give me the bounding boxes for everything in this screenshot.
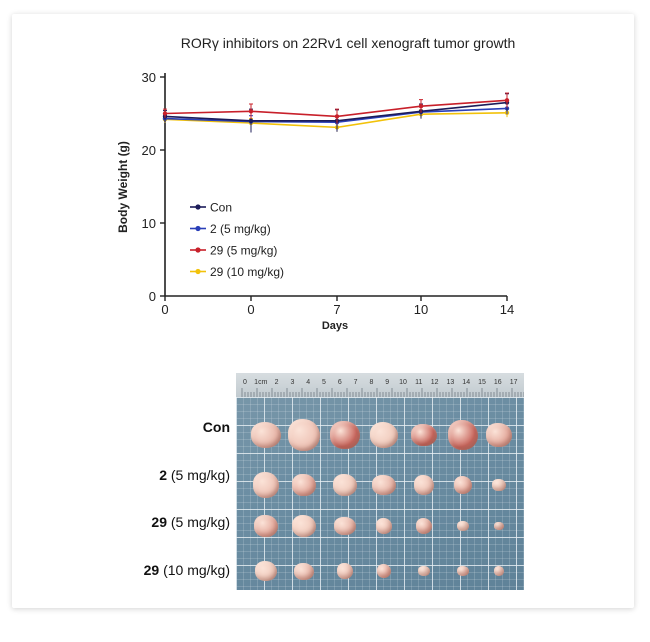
tumor-sample	[334, 516, 356, 536]
data-point	[418, 104, 424, 109]
row-label-29-5mg: 29 (5 mg/kg)	[151, 514, 230, 530]
row-label-con: Con	[202, 419, 230, 435]
data-point	[248, 118, 254, 124]
ruler-number: 4	[306, 379, 310, 386]
row-label-2-5mg: 2 (5 mg/kg)	[159, 467, 230, 483]
chart-marks	[162, 92, 510, 133]
legend-label: 29 (5 mg/kg)	[210, 244, 277, 258]
tumor-sample	[448, 420, 478, 450]
ruler-number: 13	[447, 379, 455, 386]
ruler-number: 7	[354, 379, 358, 386]
y-tick-label: 0	[149, 289, 156, 304]
tumor-sample	[292, 515, 316, 537]
tumor-sample	[457, 565, 469, 577]
tumor-sample	[251, 422, 281, 448]
ruler: 0 1cm 2 3 4 5 6 7 8 9 10 11 12 13 14 15 16 17	[236, 373, 524, 398]
legend-marker	[195, 247, 201, 253]
tumor-sample	[372, 474, 396, 496]
tumor-sample	[457, 520, 469, 532]
tumor-photo: 0 1cm 2 3 4 5 6 7 8 9 10 11 12 13 14 15 16 17	[236, 373, 524, 590]
chart-title: RORγ inhibitors on 22Rv1 cell xenograft …	[181, 35, 516, 51]
tumor-sample	[492, 478, 506, 492]
x-tick-label: 10	[414, 302, 428, 317]
tumor-sample	[253, 472, 279, 498]
chart-legend: Con 2 (5 mg/kg) 29 (5 mg/kg) 29 (10 mg/kg)	[190, 201, 284, 279]
legend-label: 29 (10 mg/kg)	[210, 265, 284, 279]
tumor-sample	[377, 564, 391, 578]
row-label-29-10mg: 29 (10 mg/kg)	[143, 562, 230, 578]
legend-marker	[195, 225, 201, 232]
tumor-sample	[294, 562, 314, 580]
ruler-number: 11	[415, 379, 422, 386]
x-tick-label: 0	[247, 302, 254, 317]
tumor-sample	[454, 476, 472, 494]
tumor-sample	[255, 561, 277, 581]
tumor-sample	[254, 514, 278, 538]
data-point	[504, 98, 510, 103]
ruler-number: 14	[462, 379, 470, 386]
legend-marker	[195, 204, 201, 210]
data-point	[334, 114, 340, 119]
ruler-number: 5	[322, 379, 326, 386]
tumor-sample	[416, 518, 432, 534]
x-tick-label: 7	[333, 302, 340, 317]
legend-marker	[195, 268, 201, 275]
ruler-number: 6	[338, 379, 342, 386]
tumor-sample	[411, 423, 437, 447]
y-axis-label: Body Weight (g)	[116, 141, 130, 233]
legend-label: 2 (5 mg/kg)	[210, 222, 271, 236]
y-tick-label: 10	[142, 216, 156, 231]
ruler-number: 1cm	[254, 379, 267, 386]
ruler-number: 10	[399, 379, 407, 386]
tumor-sample	[337, 563, 353, 579]
ruler-number: 0	[243, 379, 247, 386]
y-tick-label: 20	[142, 143, 156, 158]
legend-label: Con	[210, 201, 232, 215]
ruler-number: 15	[478, 379, 486, 386]
tumor-sample	[494, 521, 504, 531]
y-tick-label: 30	[142, 70, 156, 85]
tumor-sample	[333, 474, 357, 496]
series-2	[162, 92, 510, 124]
ruler-number: 16	[494, 379, 502, 386]
x-tick-label: 0	[161, 302, 168, 317]
ruler-number: 8	[369, 379, 373, 386]
tumor-sample	[376, 518, 392, 534]
tumor-sample	[292, 473, 316, 497]
body-weight-chart: RORγ inhibitors on 22Rv1 cell xenograft …	[116, 35, 516, 332]
ruler-number: 9	[385, 379, 389, 386]
ruler-number: 3	[290, 379, 294, 386]
ruler-number: 12	[431, 379, 439, 386]
tumor-sample	[414, 475, 434, 495]
ruler-number: 2	[275, 379, 279, 386]
ruler-number: 17	[510, 379, 518, 386]
x-axis-label: Days	[322, 320, 348, 332]
tumor-sample	[418, 565, 430, 577]
tumor-sample	[330, 420, 360, 450]
data-point	[248, 109, 254, 114]
data-point	[162, 111, 168, 116]
tumor-sample	[494, 566, 504, 576]
tumor-sample	[370, 422, 398, 448]
tumor-sample	[486, 422, 512, 448]
tumor-sample	[288, 419, 320, 451]
x-tick-label: 14	[500, 302, 514, 317]
